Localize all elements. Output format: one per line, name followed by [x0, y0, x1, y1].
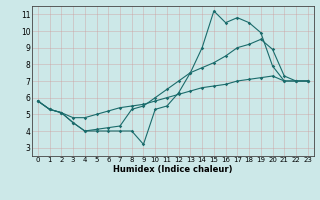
X-axis label: Humidex (Indice chaleur): Humidex (Indice chaleur)	[113, 165, 233, 174]
